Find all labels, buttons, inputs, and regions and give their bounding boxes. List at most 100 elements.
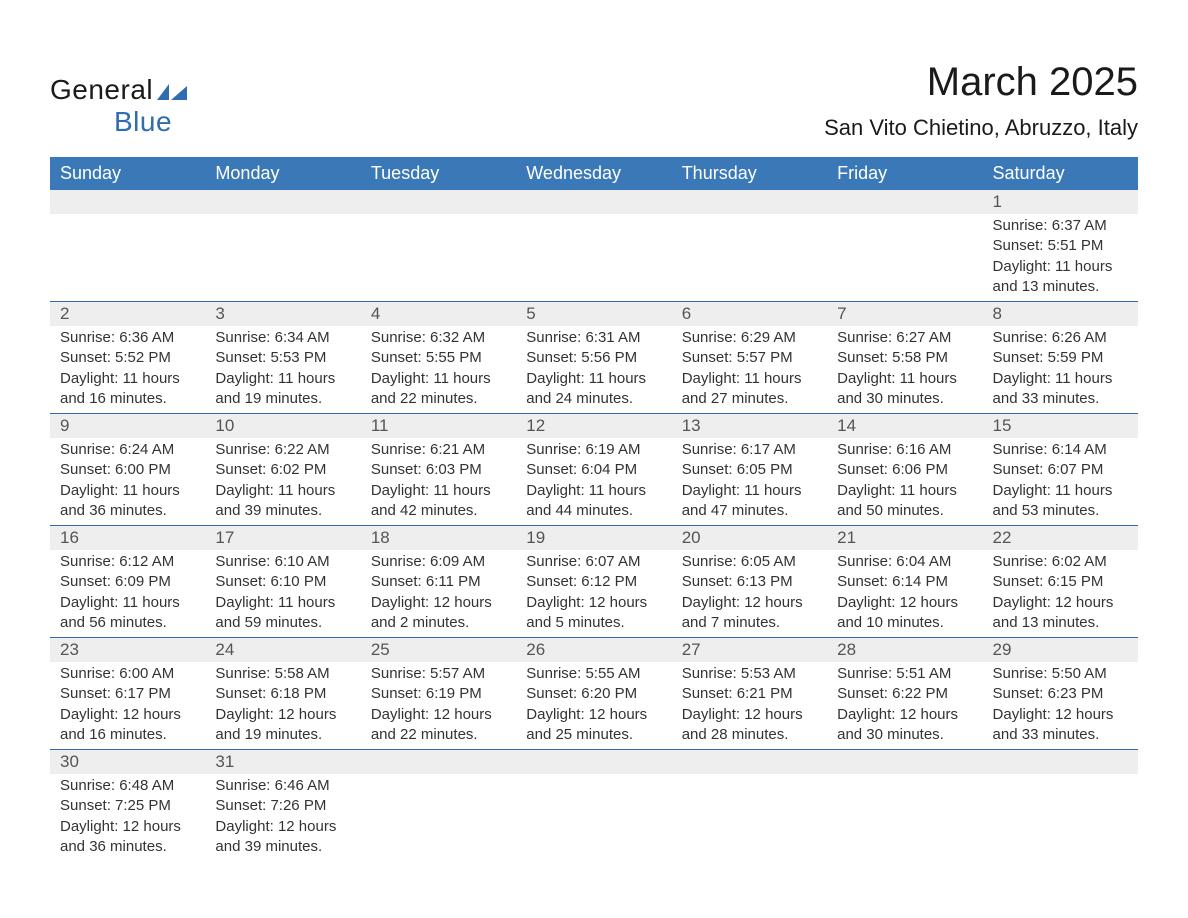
logo-top-row: General bbox=[50, 74, 187, 106]
day-number bbox=[516, 750, 671, 772]
calendar-cell-content bbox=[827, 214, 982, 302]
sunset-text: Sunset: 7:25 PM bbox=[60, 796, 195, 816]
day-number: 11 bbox=[361, 414, 516, 438]
calendar-cell-daynum: 10 bbox=[205, 414, 360, 439]
sunset-text: Sunset: 6:14 PM bbox=[837, 572, 972, 592]
day-number: 26 bbox=[516, 638, 671, 662]
calendar-cell-content: Sunrise: 6:02 AMSunset: 6:15 PMDaylight:… bbox=[983, 550, 1138, 638]
sunset-text: Sunset: 5:52 PM bbox=[60, 348, 195, 368]
calendar-cell-daynum: 20 bbox=[672, 526, 827, 551]
day-number bbox=[361, 750, 516, 772]
calendar-cell-content: Sunrise: 6:21 AMSunset: 6:03 PMDaylight:… bbox=[361, 438, 516, 526]
sunset-text: Sunset: 5:59 PM bbox=[993, 348, 1128, 368]
calendar-cell-content: Sunrise: 6:34 AMSunset: 5:53 PMDaylight:… bbox=[205, 326, 360, 414]
calendar-table: Sunday Monday Tuesday Wednesday Thursday… bbox=[50, 157, 1138, 861]
day-content bbox=[827, 214, 982, 294]
day-number: 7 bbox=[827, 302, 982, 326]
calendar-cell-content: Sunrise: 6:26 AMSunset: 5:59 PMDaylight:… bbox=[983, 326, 1138, 414]
sunset-text: Sunset: 6:22 PM bbox=[837, 684, 972, 704]
day-content: Sunrise: 6:10 AMSunset: 6:10 PMDaylight:… bbox=[205, 550, 360, 637]
calendar-cell-content: Sunrise: 5:51 AMSunset: 6:22 PMDaylight:… bbox=[827, 662, 982, 750]
sunset-text: Sunset: 5:51 PM bbox=[993, 236, 1128, 256]
day-content bbox=[516, 214, 671, 294]
day-content: Sunrise: 5:55 AMSunset: 6:20 PMDaylight:… bbox=[516, 662, 671, 749]
day-content: Sunrise: 5:57 AMSunset: 6:19 PMDaylight:… bbox=[361, 662, 516, 749]
calendar-cell-daynum: 13 bbox=[672, 414, 827, 439]
sunset-text: Sunset: 6:18 PM bbox=[215, 684, 350, 704]
day-content: Sunrise: 5:51 AMSunset: 6:22 PMDaylight:… bbox=[827, 662, 982, 749]
day-content: Sunrise: 6:29 AMSunset: 5:57 PMDaylight:… bbox=[672, 326, 827, 413]
day-number: 15 bbox=[983, 414, 1138, 438]
calendar-cell-daynum bbox=[983, 750, 1138, 775]
calendar-cell-daynum: 23 bbox=[50, 638, 205, 663]
sunrise-text: Sunrise: 6:34 AM bbox=[215, 328, 350, 348]
daylight-text: Daylight: 11 hours and 59 minutes. bbox=[215, 593, 350, 634]
calendar-cell-daynum bbox=[361, 190, 516, 214]
daylight-text: Daylight: 11 hours and 16 minutes. bbox=[60, 369, 195, 410]
daylight-text: Daylight: 12 hours and 2 minutes. bbox=[371, 593, 506, 634]
calendar-cell-content: Sunrise: 6:22 AMSunset: 6:02 PMDaylight:… bbox=[205, 438, 360, 526]
sunrise-text: Sunrise: 6:36 AM bbox=[60, 328, 195, 348]
weekday-header: Monday bbox=[205, 157, 360, 190]
day-number bbox=[983, 750, 1138, 772]
weekday-header: Tuesday bbox=[361, 157, 516, 190]
day-number: 12 bbox=[516, 414, 671, 438]
day-content: Sunrise: 6:05 AMSunset: 6:13 PMDaylight:… bbox=[672, 550, 827, 637]
daylight-text: Daylight: 12 hours and 36 minutes. bbox=[60, 817, 195, 858]
sunset-text: Sunset: 6:19 PM bbox=[371, 684, 506, 704]
calendar-cell-content: Sunrise: 6:07 AMSunset: 6:12 PMDaylight:… bbox=[516, 550, 671, 638]
day-content: Sunrise: 6:21 AMSunset: 6:03 PMDaylight:… bbox=[361, 438, 516, 525]
daylight-text: Daylight: 12 hours and 25 minutes. bbox=[526, 705, 661, 746]
location-subtitle: San Vito Chietino, Abruzzo, Italy bbox=[824, 115, 1138, 141]
calendar-content-row: Sunrise: 6:37 AMSunset: 5:51 PMDaylight:… bbox=[50, 214, 1138, 302]
calendar-cell-daynum bbox=[205, 190, 360, 214]
daylight-text: Daylight: 11 hours and 22 minutes. bbox=[371, 369, 506, 410]
sunrise-text: Sunrise: 6:10 AM bbox=[215, 552, 350, 572]
calendar-cell-content bbox=[983, 774, 1138, 861]
day-content: Sunrise: 6:48 AMSunset: 7:25 PMDaylight:… bbox=[50, 774, 205, 861]
sunrise-text: Sunrise: 6:07 AM bbox=[526, 552, 661, 572]
daylight-text: Daylight: 12 hours and 39 minutes. bbox=[215, 817, 350, 858]
calendar-cell-content: Sunrise: 5:53 AMSunset: 6:21 PMDaylight:… bbox=[672, 662, 827, 750]
sunset-text: Sunset: 5:58 PM bbox=[837, 348, 972, 368]
day-content bbox=[361, 214, 516, 294]
calendar-content-row: Sunrise: 6:24 AMSunset: 6:00 PMDaylight:… bbox=[50, 438, 1138, 526]
calendar-cell-daynum bbox=[827, 190, 982, 214]
calendar-cell-daynum: 4 bbox=[361, 302, 516, 327]
daylight-text: Daylight: 11 hours and 47 minutes. bbox=[682, 481, 817, 522]
day-number: 8 bbox=[983, 302, 1138, 326]
calendar-cell-daynum: 7 bbox=[827, 302, 982, 327]
calendar-cell-daynum: 1 bbox=[983, 190, 1138, 214]
day-content: Sunrise: 6:37 AMSunset: 5:51 PMDaylight:… bbox=[983, 214, 1138, 301]
sunrise-text: Sunrise: 6:19 AM bbox=[526, 440, 661, 460]
sunrise-text: Sunrise: 6:12 AM bbox=[60, 552, 195, 572]
calendar-cell-daynum bbox=[516, 190, 671, 214]
day-number: 20 bbox=[672, 526, 827, 550]
daylight-text: Daylight: 12 hours and 22 minutes. bbox=[371, 705, 506, 746]
sunrise-text: Sunrise: 5:58 AM bbox=[215, 664, 350, 684]
sunset-text: Sunset: 6:21 PM bbox=[682, 684, 817, 704]
sunrise-text: Sunrise: 6:46 AM bbox=[215, 776, 350, 796]
calendar-cell-content: Sunrise: 6:09 AMSunset: 6:11 PMDaylight:… bbox=[361, 550, 516, 638]
day-number bbox=[205, 190, 360, 212]
calendar-cell-daynum: 21 bbox=[827, 526, 982, 551]
day-number: 19 bbox=[516, 526, 671, 550]
day-number: 28 bbox=[827, 638, 982, 662]
day-content: Sunrise: 6:19 AMSunset: 6:04 PMDaylight:… bbox=[516, 438, 671, 525]
daylight-text: Daylight: 12 hours and 33 minutes. bbox=[993, 705, 1128, 746]
day-content: Sunrise: 6:09 AMSunset: 6:11 PMDaylight:… bbox=[361, 550, 516, 637]
day-content: Sunrise: 6:14 AMSunset: 6:07 PMDaylight:… bbox=[983, 438, 1138, 525]
calendar-cell-content: Sunrise: 6:17 AMSunset: 6:05 PMDaylight:… bbox=[672, 438, 827, 526]
calendar-cell-daynum: 6 bbox=[672, 302, 827, 327]
sunrise-text: Sunrise: 5:57 AM bbox=[371, 664, 506, 684]
header: General Blue March 2025 San Vito Chietin… bbox=[50, 60, 1138, 141]
daylight-text: Daylight: 11 hours and 13 minutes. bbox=[993, 257, 1128, 298]
calendar-daynum-row: 1 bbox=[50, 190, 1138, 214]
sunset-text: Sunset: 6:11 PM bbox=[371, 572, 506, 592]
calendar-cell-content bbox=[205, 214, 360, 302]
day-number: 22 bbox=[983, 526, 1138, 550]
day-number: 1 bbox=[983, 190, 1138, 214]
calendar-cell-content: Sunrise: 6:12 AMSunset: 6:09 PMDaylight:… bbox=[50, 550, 205, 638]
day-number: 31 bbox=[205, 750, 360, 774]
sunset-text: Sunset: 7:26 PM bbox=[215, 796, 350, 816]
